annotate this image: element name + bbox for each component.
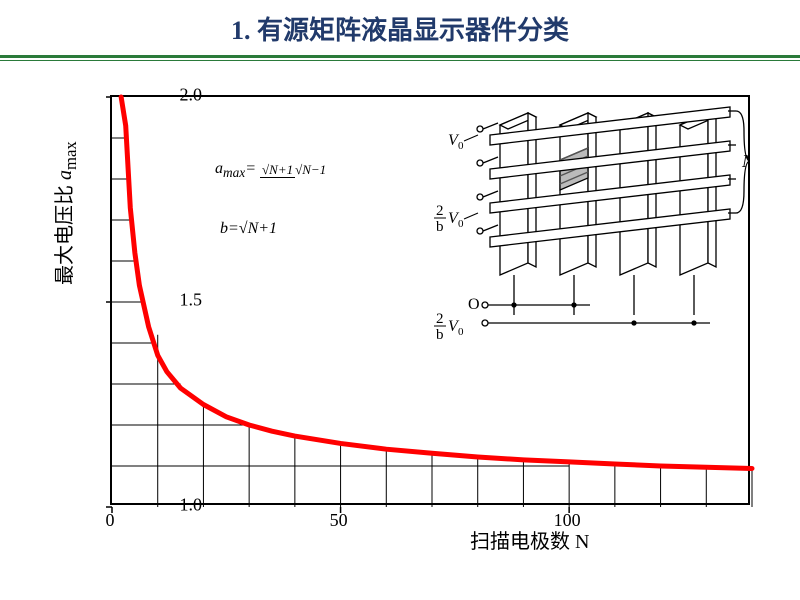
formula-amax: amax= √N+1√N−1 — [215, 160, 326, 181]
chart: 最大电压比 amax 扫描电极数 N amax= √N+1√N−1 b=√N+1 — [40, 85, 780, 555]
y-tick-label: 1.0 — [180, 495, 203, 516]
svg-text:0: 0 — [458, 326, 464, 338]
y-tick-label: 2.0 — [180, 85, 203, 106]
column-terminals — [482, 275, 710, 326]
x-tick-label: 0 — [106, 510, 115, 531]
divider-thick — [0, 55, 800, 58]
label-2b-v0-top: 2 — [436, 203, 444, 219]
svg-text:0: 0 — [458, 218, 464, 230]
divider-thin — [0, 60, 800, 61]
svg-text:0: 0 — [458, 140, 464, 152]
y-tick-label: 1.5 — [180, 290, 203, 311]
x-tick-label: 100 — [554, 510, 581, 531]
matrix-diagram: V 0 2 b V 0 O 2 b V 0 N — [410, 105, 750, 365]
formula-b: b=√N+1 — [220, 220, 277, 238]
label-O: O — [468, 296, 480, 313]
x-tick-label: 50 — [330, 510, 348, 531]
label-2b-v0-bottom: 2 — [436, 311, 444, 327]
svg-text:b: b — [436, 327, 444, 343]
y-axis-label: 最大电压比 amax — [48, 141, 81, 285]
label-N: N — [741, 151, 750, 171]
svg-text:b: b — [436, 219, 444, 235]
page-title: 1. 有源矩阵液晶显示器件分类 — [0, 10, 800, 47]
